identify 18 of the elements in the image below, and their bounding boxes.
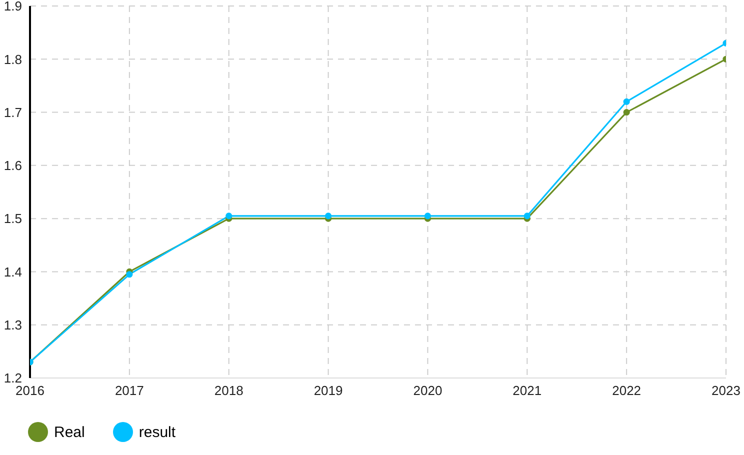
- y-tick-label: 1.5: [4, 211, 22, 226]
- y-tick-label: 1.9: [4, 0, 22, 14]
- legend-label: result: [138, 424, 176, 440]
- y-tick-label: 1.6: [4, 158, 22, 174]
- x-tick-label: 2018: [214, 383, 244, 398]
- x-tick-label: 2019: [314, 383, 343, 398]
- y-tick-label: 1.7: [4, 104, 22, 120]
- y-tick-label: 1.8: [4, 52, 22, 67]
- x-tick-label: 2016: [16, 383, 44, 398]
- x-tick-label: 2023: [712, 383, 740, 398]
- x-tick-label: 2017: [114, 383, 144, 398]
- x-tick-label: 2020: [413, 383, 442, 398]
- x-tick-label: 2021: [512, 383, 542, 398]
- y-tick-label: 1.4: [4, 264, 22, 280]
- y-tick-label: 1.2: [4, 370, 22, 386]
- y-tick-label: 1.3: [4, 317, 22, 332]
- legend-label: Real: [54, 424, 85, 440]
- x-tick-label: 2022: [612, 383, 642, 398]
